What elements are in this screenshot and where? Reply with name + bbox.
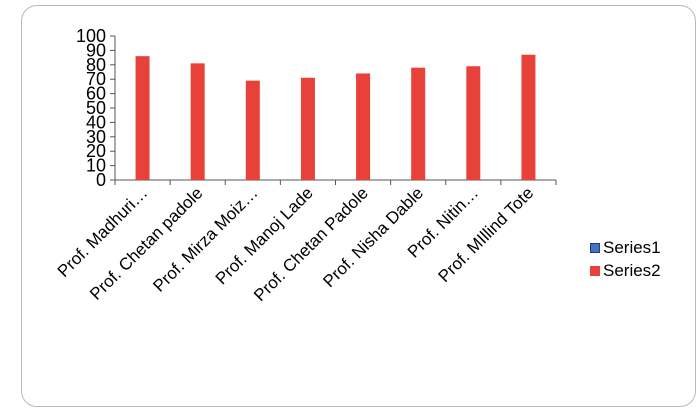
legend-item-series2: Series2	[590, 259, 661, 282]
legend: Series1 Series2	[590, 236, 661, 282]
legend-swatch-series2	[590, 265, 600, 276]
y-tick-label: 30	[86, 127, 106, 147]
y-tick-label: 90	[86, 40, 106, 60]
y-tick-label: 50	[86, 98, 106, 118]
bar-series2-5	[411, 67, 426, 180]
bar-series2-6	[466, 66, 481, 180]
y-tick-label: 70	[86, 69, 106, 89]
chart-frame	[21, 5, 696, 407]
y-tick-label: 80	[86, 55, 106, 75]
x-category-label: Prof. MIllind Tote	[435, 183, 538, 286]
bar-series2-3	[300, 77, 315, 180]
x-category-label: Prof. Manoj Lade	[212, 183, 317, 288]
y-tick-label: 100	[76, 26, 106, 46]
x-category-label: Prof. Mirza Moiz…	[149, 183, 261, 295]
bar-series2-1	[190, 63, 205, 180]
legend-item-series1: Series1	[590, 236, 661, 259]
bar-series2-4	[356, 73, 371, 180]
bar-series2-2	[245, 80, 260, 180]
y-tick-label: 0	[96, 170, 106, 190]
y-tick-label: 20	[86, 141, 106, 161]
legend-swatch-series1	[590, 242, 600, 253]
bar-series2-7	[521, 54, 536, 180]
bar-series2-0	[135, 56, 150, 180]
y-tick-label: 60	[86, 84, 106, 104]
y-tick-label: 40	[86, 112, 106, 132]
legend-label-series2: Series2	[603, 260, 661, 280]
x-category-label: Prof. Nisha Dable	[319, 183, 427, 291]
y-tick-label: 10	[86, 156, 106, 176]
legend-label-series1: Series1	[603, 237, 661, 257]
